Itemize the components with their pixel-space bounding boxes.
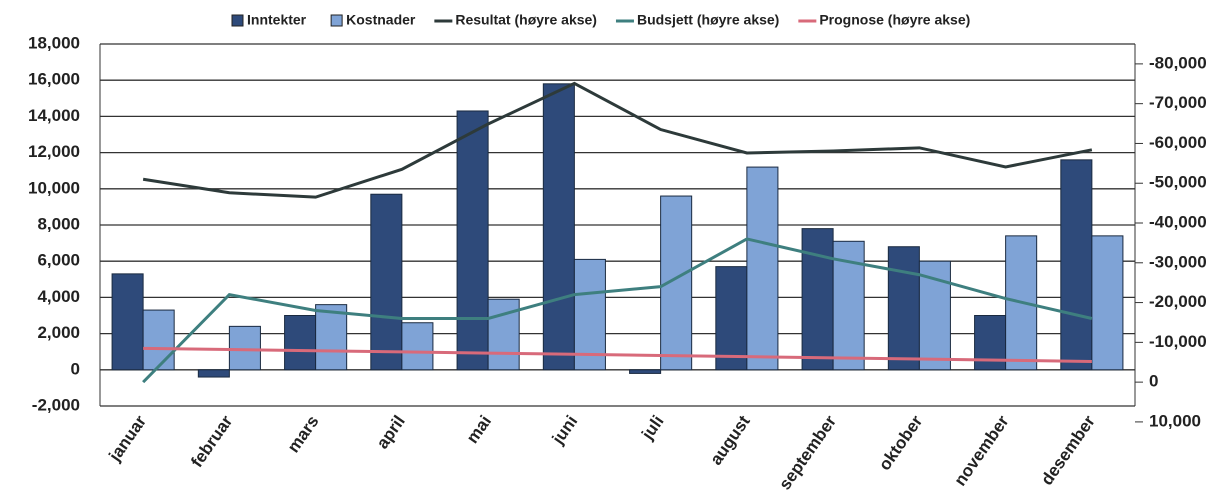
x-tick-label: mai	[463, 412, 495, 447]
y-tick-label: 2,000	[37, 323, 80, 342]
y2-tick-label: 0	[1149, 372, 1158, 391]
legend-label: Inntekter	[247, 12, 307, 28]
y-tick-label: 4,000	[37, 287, 80, 306]
x-tick-label: juni	[548, 412, 581, 448]
legend-swatch	[330, 14, 343, 27]
y2-tick-label: -50,000	[1149, 173, 1207, 192]
x-tick-label: april	[373, 412, 409, 452]
bar	[746, 166, 779, 371]
x-tick-label: september	[775, 412, 840, 494]
bar	[197, 369, 230, 378]
y2-tick-label: -40,000	[1149, 212, 1207, 231]
y-tick-label: 16,000	[28, 70, 80, 89]
y2-tick-label: -70,000	[1149, 93, 1207, 112]
y2-tick-label: -10,000	[1149, 332, 1207, 351]
y-tick-label: 6,000	[37, 251, 80, 270]
x-tick-label: januar	[105, 412, 151, 466]
bar	[1060, 159, 1093, 371]
y-tick-label: -2,000	[32, 395, 80, 414]
y2-tick-label: -80,000	[1149, 53, 1207, 72]
y2-tick-label: -60,000	[1149, 133, 1207, 152]
x-tick-label: juli	[637, 412, 667, 444]
x-tick-label: desember	[1037, 412, 1099, 489]
bar	[401, 322, 434, 371]
x-tick-label: februar	[187, 412, 236, 471]
y-tick-label: 0	[71, 359, 80, 378]
bar	[456, 110, 489, 371]
bar	[801, 228, 834, 371]
bar	[315, 304, 348, 371]
y-tick-label: 14,000	[28, 106, 80, 125]
y-tick-label: 18,000	[28, 33, 80, 52]
x-tick-label: mars	[284, 412, 323, 456]
y2-tick-label: -30,000	[1149, 252, 1207, 271]
line	[143, 346, 1092, 363]
y2-tick-label: -20,000	[1149, 292, 1207, 311]
bar	[573, 258, 606, 371]
bar	[629, 369, 662, 374]
legend-label: Budsjett (høyre akse)	[637, 12, 779, 28]
bar	[887, 246, 920, 371]
bar	[284, 315, 317, 371]
y-tick-label: 12,000	[28, 142, 80, 161]
x-tick-label: oktober	[875, 412, 927, 474]
line	[142, 81, 1093, 199]
legend-label: Prognose (høyre akse)	[819, 12, 970, 28]
line	[142, 237, 1093, 384]
x-tick-label: november	[950, 412, 1012, 490]
y-tick-label: 10,000	[28, 178, 80, 197]
x-tick-label: august	[706, 412, 754, 469]
y2-tick-label: 10,000	[1149, 411, 1201, 430]
bar	[111, 273, 144, 371]
legend-label: Kostnader	[346, 12, 416, 28]
legend-swatch	[231, 14, 244, 27]
bar	[1091, 235, 1124, 371]
bar	[142, 309, 175, 371]
bar	[715, 266, 748, 371]
bar	[542, 83, 575, 371]
bar	[370, 193, 403, 371]
legend-label: Resultat (høyre akse)	[455, 12, 597, 28]
y-tick-label: 8,000	[37, 214, 80, 233]
